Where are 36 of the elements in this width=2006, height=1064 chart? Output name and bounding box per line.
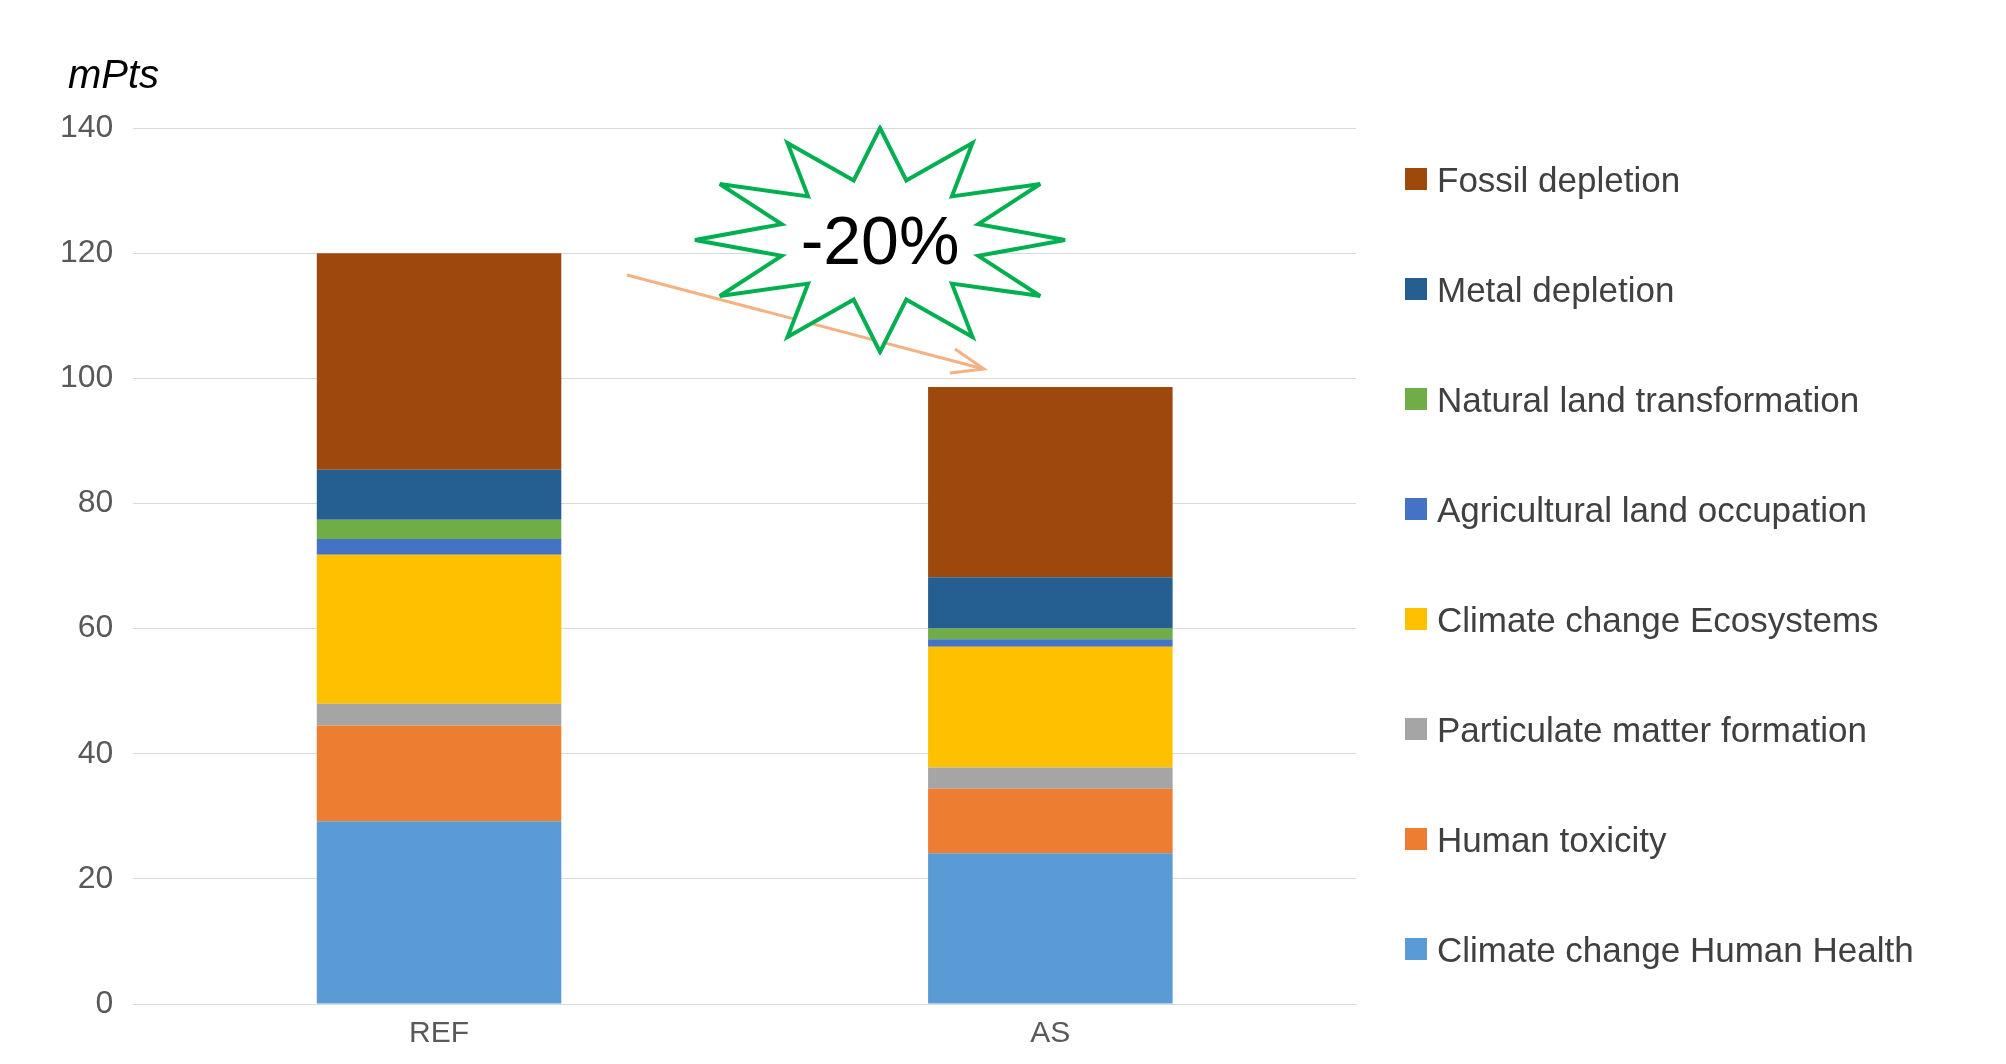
legend-label: Particulate matter formation [1437,710,1867,750]
bar [928,577,1173,629]
y-tick-label: 20 [77,858,114,895]
y-tick-label: 0 [95,983,114,1020]
legend-label: Natural land transformation [1437,380,1860,420]
bar [316,821,562,1004]
bar [928,767,1173,789]
x-tick-label: REF [409,1015,470,1049]
bar [316,469,562,520]
annotation: -20% [799,201,961,280]
bar [316,253,562,470]
legend-label: Agricultural land occupation [1437,490,1867,530]
x-tick-label: AS [1030,1015,1071,1049]
y-tick-label: 60 [77,608,114,645]
bar [316,725,562,822]
bar [316,519,562,540]
legend-label: Human toxicity [1437,820,1667,860]
legend-label: Metal depletion [1437,270,1675,310]
bar [928,788,1173,854]
y-axis-title: mPts [68,52,160,96]
bar [928,628,1173,640]
bar [316,703,562,726]
legend-label: Climate change Human Health [1437,930,1914,970]
bar [928,853,1173,1004]
y-tick-label: 140 [60,107,114,144]
y-tick-label: 40 [77,733,114,770]
bar [928,646,1173,768]
legend-label: Fossil depletion [1437,160,1681,200]
bar [928,639,1173,647]
y-tick-label: 100 [60,358,114,395]
y-tick-label: 80 [77,483,114,520]
bar [316,554,562,704]
bar [316,539,562,555]
legend-label: Climate change Ecosystems [1437,600,1879,640]
bar [928,387,1173,578]
y-tick-label: 120 [60,232,114,269]
